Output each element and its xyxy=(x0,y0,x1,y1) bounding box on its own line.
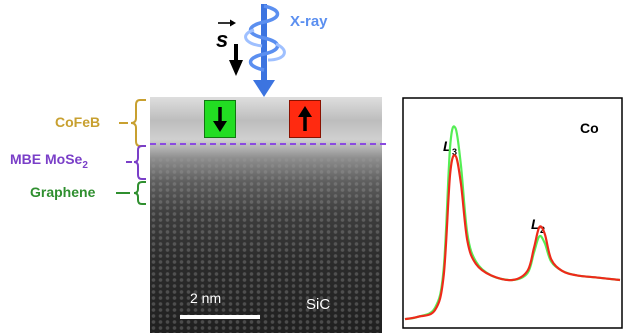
spin-down-arrow-icon xyxy=(213,107,227,132)
mose2-label-text: MBE MoSe xyxy=(10,151,83,167)
peak-l3-letter: L xyxy=(443,138,452,154)
cofeb-label: CoFeB xyxy=(55,114,101,130)
mose2-label-subscript: 2 xyxy=(82,159,88,171)
graphene-bracket xyxy=(116,181,146,205)
peak-l2-label: L 2 xyxy=(531,216,545,235)
cofeb-bracket xyxy=(119,99,146,147)
substrate-label: SiC xyxy=(306,296,331,313)
spin-symbol: s xyxy=(216,27,228,52)
xray-helix-icon xyxy=(244,4,286,97)
peak-l2-subscript: 2 xyxy=(540,225,545,235)
atomic-lattice-texture xyxy=(150,157,382,333)
scale-bar xyxy=(180,315,260,319)
spin-up-arrow-icon xyxy=(298,106,312,131)
graphene-label: Graphene xyxy=(30,184,96,200)
spin-down-arrow-icon xyxy=(229,44,243,76)
peak-l3-label: L 3 xyxy=(443,138,457,157)
spectrum-line-2 xyxy=(404,154,621,321)
spin-vector-arrow-icon xyxy=(218,19,236,27)
spectrum-line-1 xyxy=(404,125,621,321)
series-layer xyxy=(404,125,621,321)
mose2-label: MBE MoSe2 xyxy=(10,151,88,171)
interface-dashed-line xyxy=(150,143,386,145)
peak-l3-subscript: 3 xyxy=(452,147,457,157)
spin-up-box xyxy=(289,100,321,138)
spin-down-box xyxy=(204,100,236,138)
stem-image: 2 nm SiC xyxy=(150,97,382,333)
chart-frame xyxy=(402,97,623,329)
xray-label: X-ray xyxy=(290,13,328,30)
mose2-bracket xyxy=(126,145,146,180)
scale-bar-label: 2 nm xyxy=(190,290,222,306)
peak-l2-letter: L xyxy=(531,216,540,232)
chart-title: Co xyxy=(580,120,599,136)
